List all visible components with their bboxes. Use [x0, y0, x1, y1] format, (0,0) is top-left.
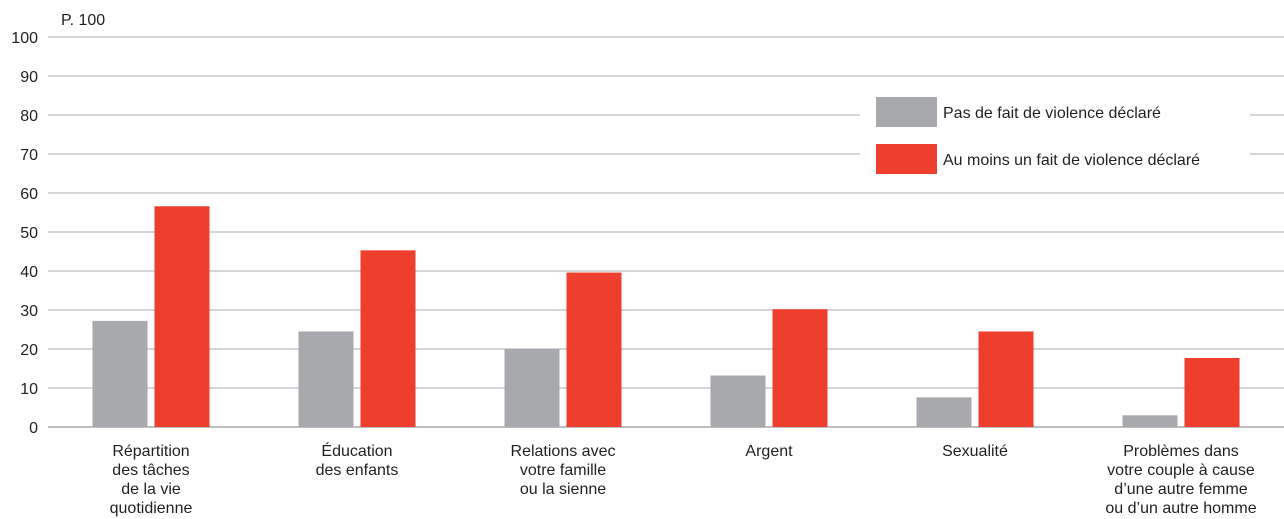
category-label-6-line-2: votre couple à cause: [1107, 462, 1255, 479]
legend-swatch-2: [876, 144, 937, 174]
bar-series2-cat3: [566, 272, 622, 427]
bar-series1-cat6: [1122, 415, 1178, 427]
bar-series1-cat4: [710, 375, 766, 427]
x-axis-category-labels: Répartition des tâches de la vie quotidienn…: [110, 441, 1257, 517]
y-axis-ticks: 0 10 20 30 40 50 60 70 80 90 100: [11, 30, 38, 437]
bar-series2-cat6: [1184, 357, 1240, 427]
y-tick-label-0: 0: [29, 420, 38, 437]
y-tick-label-60: 60: [20, 186, 38, 203]
bar-series2-cat5: [978, 331, 1034, 427]
bar-series1-cat5: [916, 397, 972, 427]
y-tick-label-80: 80: [20, 108, 38, 125]
category-label-6-line-3: d’une autre femme: [1114, 481, 1248, 498]
category-label-2-line-2: des enfants: [316, 462, 399, 479]
y-tick-label-40: 40: [20, 264, 38, 281]
bars: [92, 206, 1240, 427]
bar-series2-cat1: [154, 206, 210, 427]
bar-series1-cat2: [298, 331, 354, 427]
category-label-1-line-2: des tâches: [112, 462, 189, 479]
gridlines: [48, 36, 1284, 428]
category-label-2-line-1: Éducation: [321, 441, 392, 460]
y-tick-label-100: 100: [11, 30, 38, 47]
y-tick-label-20: 20: [20, 342, 38, 359]
y-tick-label-30: 30: [20, 303, 38, 320]
category-label-6-line-1: Problèmes dans: [1123, 443, 1239, 460]
legend-swatch-1: [876, 97, 937, 127]
legend-label-1: Pas de fait de violence déclaré: [943, 105, 1161, 122]
category-label-3-line-3: ou la sienne: [520, 481, 606, 498]
category-label-1-line-1: Répartition: [112, 443, 189, 460]
y-tick-label-70: 70: [20, 147, 38, 164]
category-label-5-line-1: Sexualité: [942, 443, 1008, 460]
y-axis-unit-label: P. 100: [61, 12, 105, 29]
category-label-3-line-1: Relations avec: [511, 443, 616, 460]
y-tick-label-90: 90: [20, 69, 38, 86]
category-label-1-line-3: de la vie: [121, 481, 181, 498]
legend-label-2: Au moins un fait de violence déclaré: [943, 152, 1200, 169]
category-label-4-line-1: Argent: [745, 443, 793, 460]
y-tick-label-10: 10: [20, 381, 38, 398]
category-label-3-line-2: votre famille: [520, 462, 606, 479]
legend: Pas de fait de violence déclaré Au moins …: [860, 97, 1250, 187]
bar-series2-cat4: [772, 309, 828, 427]
bar-series1-cat1: [92, 320, 148, 427]
category-label-1-line-4: quotidienne: [110, 500, 193, 517]
y-tick-label-50: 50: [20, 225, 38, 242]
bar-series2-cat2: [360, 250, 416, 427]
category-label-6-line-4: ou d’un autre homme: [1105, 500, 1256, 517]
bar-series1-cat3: [504, 349, 560, 427]
